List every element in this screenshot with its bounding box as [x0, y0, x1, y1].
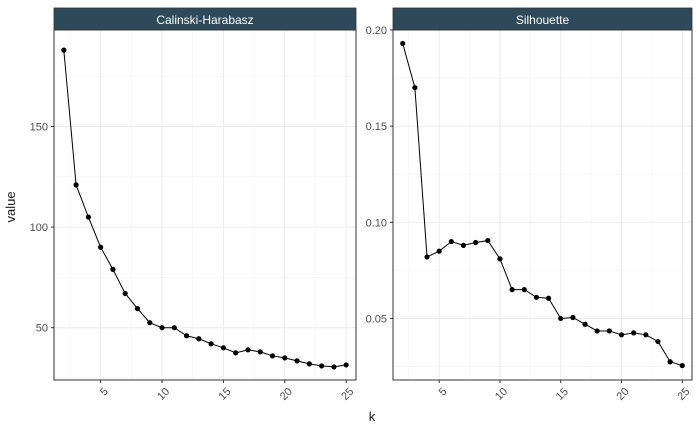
panel-border	[53, 29, 357, 381]
data-point	[606, 328, 612, 334]
x-axis-title: k	[369, 409, 376, 424]
data-point	[233, 350, 239, 356]
x-tick-label: 15	[216, 386, 233, 403]
data-point	[400, 40, 406, 47]
x-tick-label: 20	[278, 386, 295, 403]
data-point	[306, 361, 312, 367]
x-tick-label: 10	[493, 386, 510, 403]
data-point	[497, 256, 503, 262]
y-tick-label: 50	[36, 323, 48, 335]
y-tick-label: 0.05	[366, 313, 387, 325]
x-tick-label: 10	[155, 386, 172, 403]
y-tick-label: 0.20	[366, 25, 387, 37]
data-point	[110, 266, 116, 272]
data-point	[570, 314, 576, 321]
data-point	[220, 345, 227, 351]
facet-panel-1: Calinski-Harabasz 50 100 150 5 10 15 20 25	[30, 7, 357, 403]
data-point	[521, 287, 527, 293]
strip-label: Calinski-Harabasz	[156, 13, 253, 27]
data-point	[667, 359, 673, 365]
data-point	[196, 336, 202, 342]
strip-label: Silhouette	[516, 13, 570, 27]
data-point	[533, 294, 540, 300]
data-point	[183, 333, 190, 339]
data-point	[159, 325, 165, 331]
data-point	[679, 362, 685, 369]
data-point	[294, 358, 300, 364]
data-point	[545, 295, 552, 301]
data-point	[122, 290, 128, 297]
data-point	[147, 320, 153, 326]
data-point	[631, 330, 637, 336]
data-point	[424, 254, 430, 260]
data-point	[594, 328, 600, 334]
panel-background	[54, 30, 356, 380]
data-point	[208, 341, 214, 347]
data-point	[343, 362, 349, 368]
panel-border	[392, 29, 693, 381]
data-point	[331, 364, 337, 370]
x-tick-label: 25	[339, 386, 356, 403]
data-point	[98, 244, 104, 250]
data-point	[558, 315, 564, 322]
data-point	[269, 353, 276, 359]
data-point	[582, 321, 588, 327]
x-tick-label: 15	[554, 386, 571, 403]
data-point	[485, 237, 491, 244]
data-point	[319, 363, 325, 369]
data-point	[509, 287, 515, 293]
data-point	[85, 214, 91, 220]
y-tick-label: 0.15	[366, 121, 387, 133]
data-point	[171, 325, 177, 331]
y-axis-title: value	[3, 191, 18, 222]
data-point	[245, 347, 251, 353]
data-point	[73, 182, 79, 188]
data-point	[257, 349, 263, 355]
data-point	[134, 305, 141, 312]
x-tick-label: 20	[615, 386, 632, 403]
data-point	[412, 85, 418, 91]
data-point	[643, 332, 649, 338]
facet-panel-2: Silhouette 0.05 0.10 0.15 0.20 5 10 15 20 25	[366, 7, 693, 403]
data-point	[448, 238, 454, 245]
y-tick-label: 0.10	[366, 217, 387, 229]
y-tick-label: 150	[30, 122, 48, 134]
data-point	[473, 239, 479, 246]
data-point	[618, 332, 625, 338]
data-point	[655, 338, 661, 345]
panel-background	[393, 30, 692, 380]
y-tick-label: 100	[30, 222, 48, 234]
x-tick-label: 5	[437, 386, 450, 399]
x-tick-label: 5	[98, 386, 111, 399]
data-point	[282, 355, 288, 361]
data-point	[61, 47, 67, 53]
x-tick-label: 25	[675, 386, 692, 403]
data-point	[436, 248, 442, 254]
data-point	[460, 242, 467, 248]
